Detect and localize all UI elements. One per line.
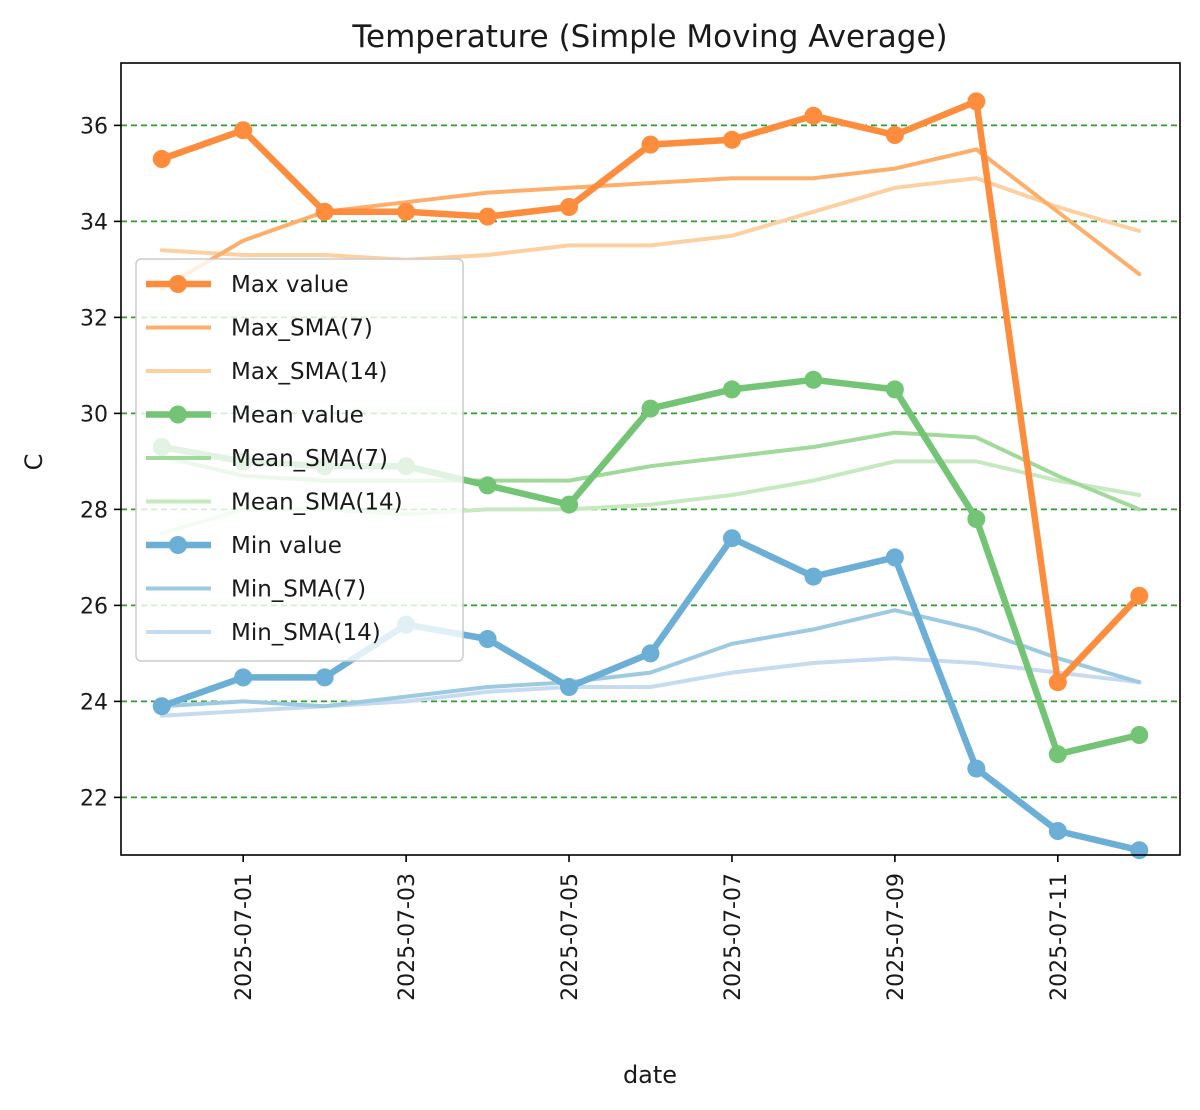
data-point-max-value bbox=[1048, 673, 1067, 692]
data-point-min-value bbox=[804, 567, 823, 586]
data-point-max-value bbox=[152, 150, 171, 168]
legend-label: Min value bbox=[231, 533, 342, 559]
data-point-mean-value bbox=[967, 510, 986, 528]
plot-area-frame bbox=[120, 62, 1181, 856]
x-tick-label: 2025-07-09 bbox=[884, 873, 909, 1001]
data-point-max-value bbox=[560, 198, 579, 216]
legend-label: Mean_SMA(14) bbox=[231, 490, 403, 516]
y-tick-label: 32 bbox=[80, 306, 108, 331]
legend-label: Min_SMA(7) bbox=[231, 577, 366, 603]
legend-marker bbox=[169, 405, 187, 424]
legend-item-max-value: Max value bbox=[146, 272, 349, 298]
y-tick-label: 36 bbox=[80, 114, 108, 139]
data-point-max-value bbox=[885, 126, 904, 144]
legend-marker bbox=[169, 536, 187, 554]
data-point-mean-value bbox=[478, 476, 497, 495]
y-axis: 22 24 26 28 30 32 34 36 bbox=[80, 114, 121, 811]
data-point-max-value bbox=[315, 202, 334, 221]
y-tick-label: 24 bbox=[80, 690, 108, 715]
data-point-max-value bbox=[641, 135, 660, 154]
legend-label: Max_SMA(14) bbox=[231, 359, 387, 385]
data-point-min-value bbox=[641, 644, 660, 663]
data-point-max-value bbox=[967, 92, 986, 111]
y-tick-label: 26 bbox=[80, 594, 108, 619]
legend-item-max-sma-7: Max_SMA(7) bbox=[146, 316, 373, 342]
data-point-min-value bbox=[1048, 822, 1067, 840]
x-tick-label: 2025-07-01 bbox=[232, 873, 257, 1001]
legend-item-mean-sma-7: Mean_SMA(7) bbox=[146, 446, 388, 472]
legend-marker bbox=[169, 275, 187, 293]
legend-label: Max value bbox=[231, 272, 349, 298]
data-point-min-value bbox=[967, 759, 986, 778]
series-max-sma-14 bbox=[159, 176, 1142, 262]
legend-label: Min_SMA(14) bbox=[231, 620, 381, 646]
data-point-min-value bbox=[234, 668, 253, 687]
legend-label: Mean value bbox=[231, 403, 364, 429]
data-point-min-value bbox=[1130, 841, 1149, 860]
legend: Max value Max_SMA(7) Max_SMA(14) Mean value… bbox=[135, 258, 464, 662]
legend-label: Mean_SMA(7) bbox=[231, 446, 388, 472]
x-tick-label: 2025-07-11 bbox=[1047, 873, 1072, 1001]
x-tick-label: 2025-07-03 bbox=[395, 873, 420, 1001]
series-line-max-sma-14 bbox=[159, 176, 1142, 262]
data-point-max-value bbox=[478, 207, 497, 226]
chart-title: Temperature (Simple Moving Average) bbox=[351, 19, 947, 55]
data-point-max-value bbox=[234, 121, 253, 140]
data-point-mean-value bbox=[722, 380, 741, 399]
data-point-max-value bbox=[1130, 586, 1149, 605]
legend-item-mean-sma-14: Mean_SMA(14) bbox=[146, 490, 403, 516]
x-axis-label: date bbox=[623, 1061, 677, 1089]
y-axis-label: C bbox=[20, 454, 48, 471]
legend-item-max-sma-14: Max_SMA(14) bbox=[146, 359, 387, 385]
y-tick-label: 22 bbox=[80, 786, 108, 811]
legend-item-min-sma-14: Min_SMA(14) bbox=[146, 620, 381, 646]
y-tick-label: 30 bbox=[80, 402, 108, 427]
series-max-value bbox=[152, 92, 1149, 692]
data-point-max-value bbox=[397, 202, 416, 221]
y-tick-label: 28 bbox=[80, 498, 108, 523]
data-point-min-value bbox=[152, 697, 171, 716]
data-point-mean-value bbox=[560, 495, 579, 514]
legend-item-min-sma-7: Min_SMA(7) bbox=[146, 577, 366, 603]
data-point-mean-value bbox=[641, 399, 660, 418]
data-point-min-value bbox=[885, 548, 904, 567]
x-axis: 2025-07-01 2025-07-03 2025-07-05 2025-07-07… bbox=[232, 855, 1072, 1001]
data-point-min-value bbox=[560, 678, 579, 696]
data-point-max-value bbox=[804, 106, 823, 125]
data-point-mean-value bbox=[1130, 726, 1149, 744]
y-tick-label: 34 bbox=[80, 210, 108, 235]
data-point-mean-value bbox=[804, 370, 823, 389]
data-point-min-value bbox=[722, 529, 741, 548]
data-point-mean-value bbox=[885, 380, 904, 399]
data-point-min-value bbox=[478, 630, 497, 648]
data-point-mean-value bbox=[1048, 745, 1067, 764]
series-line-min-sma-7 bbox=[159, 608, 1142, 709]
data-point-min-value bbox=[315, 668, 334, 687]
x-tick-label: 2025-07-05 bbox=[558, 873, 583, 1001]
legend-item-mean-value: Mean value bbox=[146, 403, 364, 429]
legend-box bbox=[135, 258, 464, 662]
series-min-sma-7 bbox=[159, 608, 1142, 709]
x-tick-label: 2025-07-07 bbox=[721, 873, 746, 1001]
legend-item-min-value: Min value bbox=[146, 533, 342, 559]
data-point-max-value bbox=[722, 130, 741, 149]
legend-label: Max_SMA(7) bbox=[231, 316, 373, 342]
